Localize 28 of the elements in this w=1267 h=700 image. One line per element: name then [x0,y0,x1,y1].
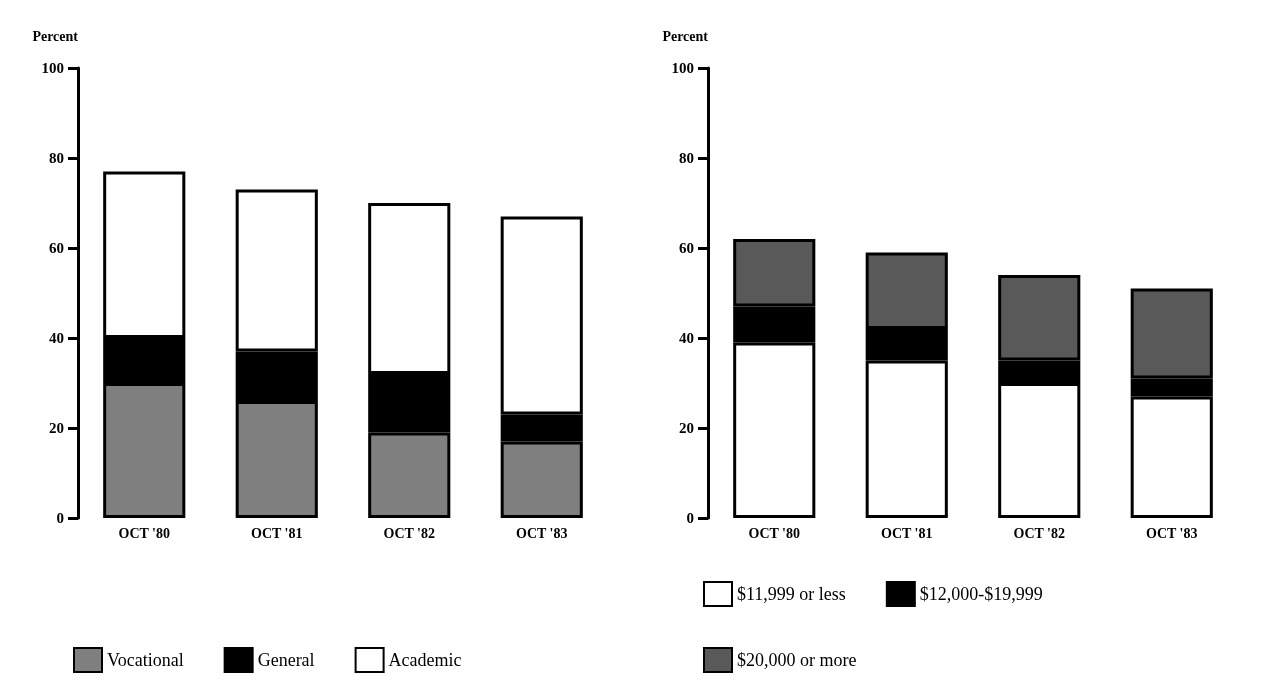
x-tick-label: OCT '83 [1146,525,1198,541]
y-tick-label: 100 [41,60,64,76]
legend-label: Academic [388,650,462,670]
y-tick-label: 60 [679,240,694,256]
x-tick-label: OCT '80 [748,525,800,541]
y-tick-label: 40 [679,330,694,346]
x-tick-label: OCT '80 [118,525,170,541]
x-tick-label: OCT '82 [1013,525,1065,541]
y-tick-label: 0 [56,510,64,526]
y-tick-label: 80 [679,150,694,166]
x-tick-label: OCT '81 [251,525,303,541]
legend-label: Vocational [107,650,184,670]
y-tick-label: 20 [679,420,694,436]
y-axis-title: Percent [662,28,709,44]
legend-label: General [257,650,315,670]
x-tick-label: OCT '82 [383,525,435,541]
y-tick-label: 80 [49,150,64,166]
y-axis-title: Percent [32,28,79,44]
x-tick-label: OCT '81 [881,525,933,541]
legend-label: $11,999 or less [737,584,846,604]
y-tick-label: 60 [49,240,64,256]
y-tick-label: 20 [49,420,64,436]
y-tick-label: 0 [686,510,694,526]
legend-label: $12,000-$19,999 [919,584,1043,604]
y-tick-label: 100 [671,60,694,76]
legend-label: $20,000 or more [737,650,857,670]
x-tick-label: OCT '83 [516,525,568,541]
y-tick-label: 40 [49,330,64,346]
